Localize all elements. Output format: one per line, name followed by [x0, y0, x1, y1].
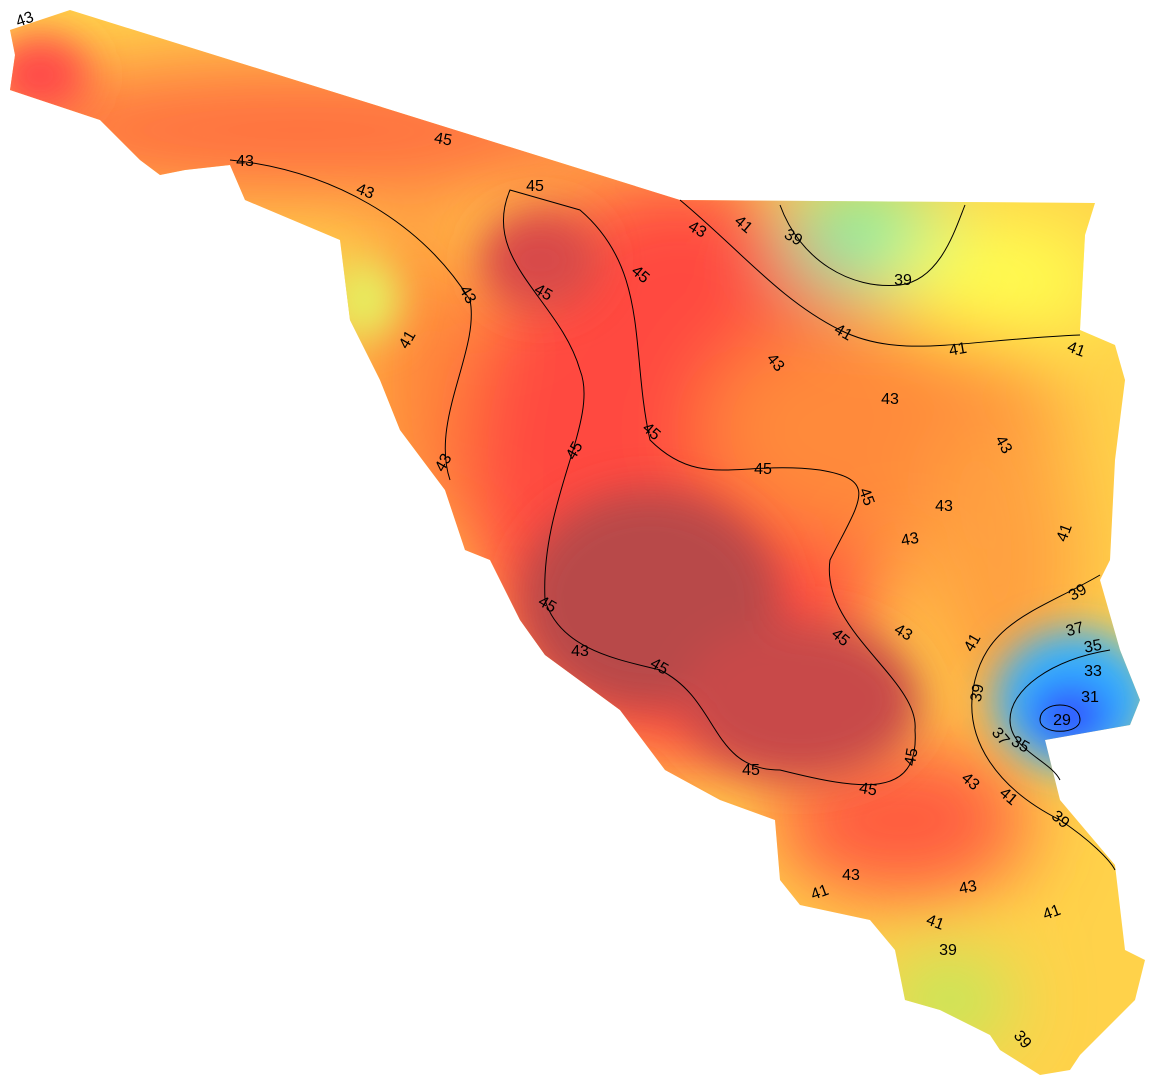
contour-label: 45: [526, 178, 544, 195]
contour-label: 45: [902, 747, 922, 768]
contour-label: 45: [531, 281, 555, 305]
contour-label: 43: [881, 391, 899, 408]
contour-label: 43: [891, 621, 915, 645]
contour-label: 43: [455, 283, 479, 307]
contour-label: 43: [14, 9, 37, 31]
contour-label: 35: [1083, 637, 1104, 657]
contour-label: 45: [858, 780, 879, 800]
contour-label: 35: [1008, 733, 1032, 757]
contour-label: 41: [1065, 339, 1088, 361]
contour-label: 39: [968, 683, 988, 704]
contour-label: 39: [894, 272, 912, 289]
contour-label: 45: [754, 461, 772, 478]
contour-label: 43: [571, 643, 589, 660]
contour-label: 45: [647, 655, 671, 679]
contour-label: 43: [958, 878, 979, 898]
contour-label: 45: [742, 762, 760, 779]
contour-label: 43: [842, 867, 860, 884]
contour-label: 43: [900, 530, 921, 550]
contour-label: 45: [535, 593, 559, 617]
contour-label: 39: [1066, 581, 1090, 605]
contour-label: 43: [935, 498, 953, 515]
contour-label: 41: [924, 912, 947, 934]
contour-label: 41: [831, 321, 855, 345]
contour-label: 45: [855, 486, 877, 509]
contour-label: 43: [236, 153, 254, 170]
contour-label: 41: [809, 882, 832, 904]
contour-label: 45: [563, 439, 587, 463]
contour-label: 41: [1041, 902, 1064, 924]
contour-label: 43: [354, 181, 377, 203]
contour-label: 29: [1053, 712, 1071, 729]
contour-label: 31: [1081, 689, 1099, 706]
contour-label: 43: [991, 433, 1015, 457]
contour-label: 37: [1064, 619, 1086, 640]
contour-label: 43: [432, 451, 456, 475]
contour-label: 39: [781, 226, 805, 250]
contour-label: 41: [961, 631, 985, 655]
contour-lines: [229, 159, 1116, 871]
contour-label: 43: [685, 218, 709, 242]
contour-label: 33: [1084, 663, 1102, 680]
contour-label: 41: [1054, 522, 1076, 545]
contour-label: 45: [433, 130, 454, 150]
contour-label: 39: [939, 942, 957, 959]
contour-label: 41: [948, 340, 969, 360]
contour-label: 41: [396, 328, 420, 352]
